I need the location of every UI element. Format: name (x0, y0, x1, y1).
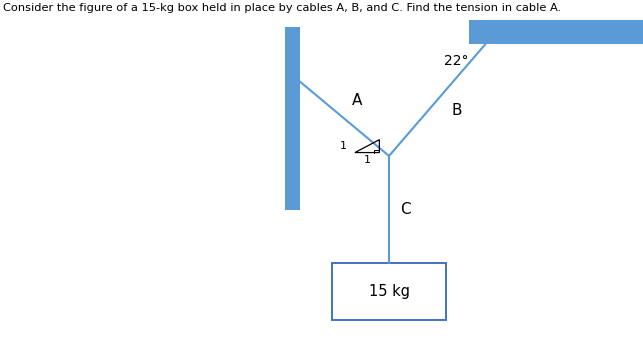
Text: C: C (400, 202, 410, 217)
Bar (332, 263, 446, 320)
Text: 1: 1 (340, 141, 347, 151)
Text: 15 kg: 15 kg (368, 284, 410, 299)
Bar (469, 20, 643, 44)
Text: Consider the figure of a 15-kg box held in place by cables A, B, and C. Find the: Consider the figure of a 15-kg box held … (3, 3, 561, 13)
Bar (285, 27, 300, 210)
Text: A: A (352, 93, 363, 107)
Text: B: B (451, 103, 462, 118)
Text: 1: 1 (364, 155, 370, 165)
Text: 22°: 22° (444, 54, 469, 68)
